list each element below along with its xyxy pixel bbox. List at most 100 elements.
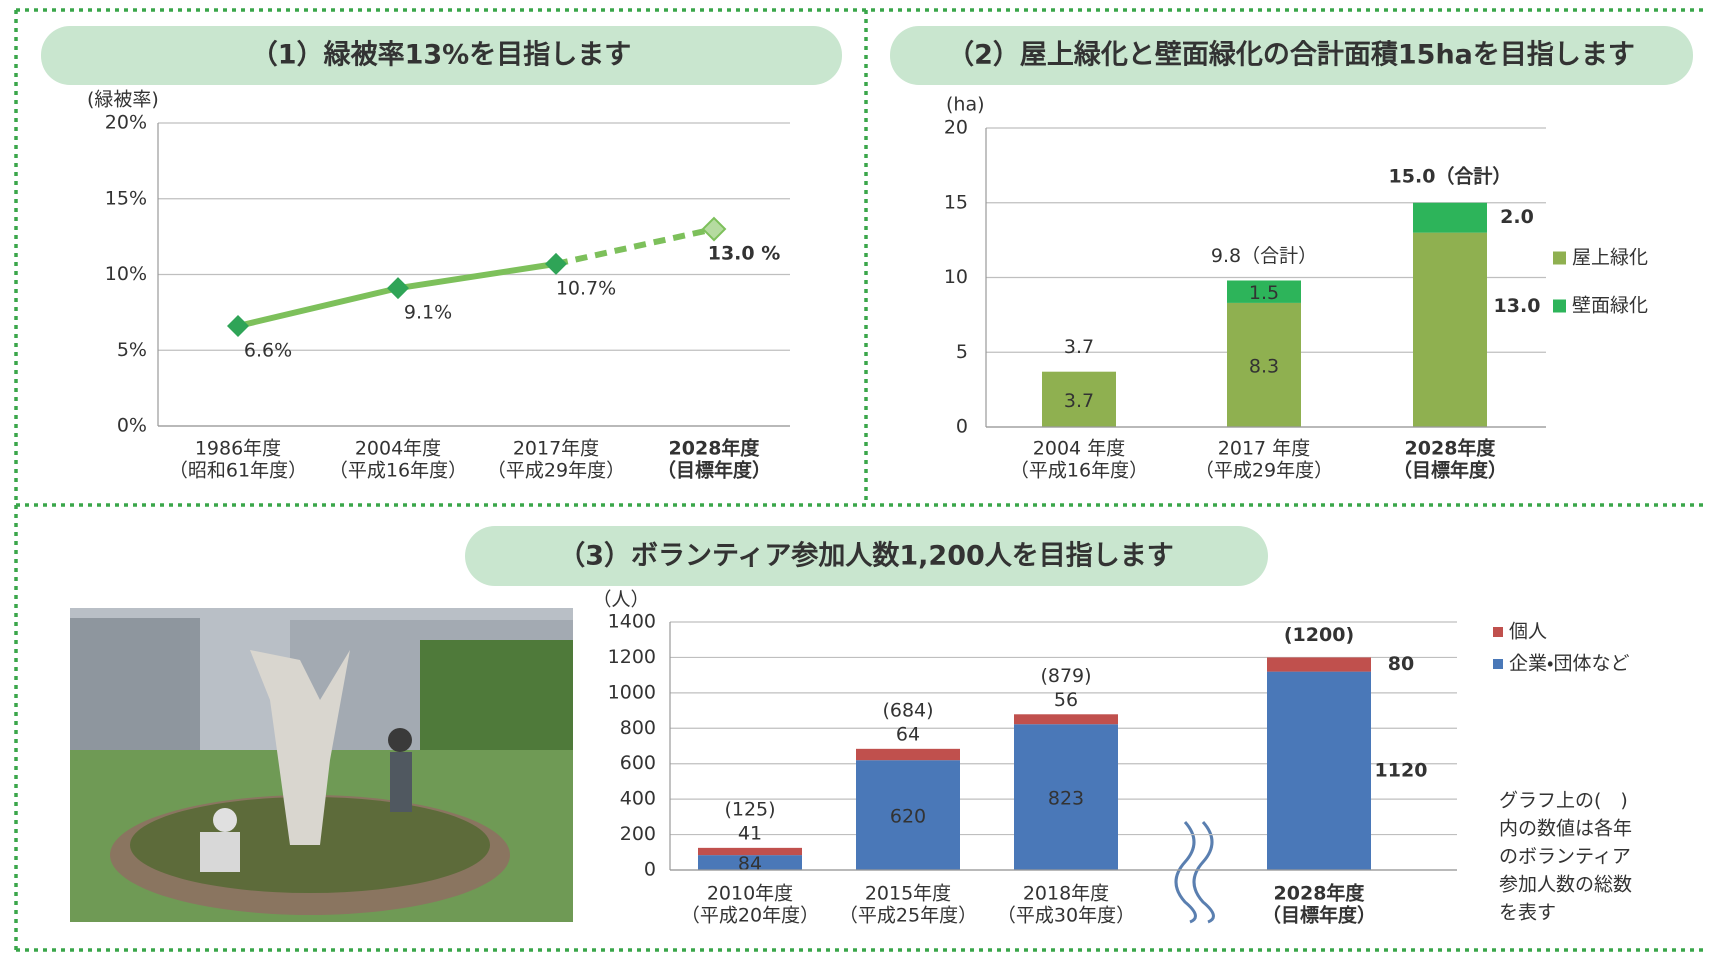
total-label: (125): [724, 798, 775, 820]
y-tick-label: 5: [956, 341, 968, 363]
note-text: 内の数値は各年: [1499, 818, 1632, 840]
data-label: 823: [1048, 788, 1084, 810]
x-tick-note: （目標年度）: [657, 459, 771, 482]
x-tick-note: （平成29年度）: [1195, 460, 1333, 482]
y-tick-label: 1000: [608, 681, 656, 703]
x-tick-label: 2004 年度: [1033, 438, 1125, 460]
data-label: 56: [1054, 689, 1078, 711]
infographic: （1）緑被率13%を目指します （2）屋上緑化と壁面緑化の合計面積15haを目指…: [0, 0, 1709, 953]
bar-segment: [1413, 203, 1487, 233]
y-tick-label: 800: [620, 717, 656, 739]
data-label: 3.7: [1064, 390, 1094, 412]
note-text: 参加人数の総数: [1499, 874, 1632, 896]
bar-segment: [1267, 657, 1371, 671]
total-label: 9.8（合計）: [1211, 245, 1317, 267]
x-tick-note: （目標年度）: [1262, 904, 1376, 927]
total-label: (879): [1040, 665, 1091, 687]
bar-segment: [1413, 233, 1487, 427]
total-label: (684): [882, 699, 933, 721]
total-label: 3.7: [1064, 336, 1094, 358]
x-tick-label: 2028年度: [669, 437, 761, 460]
data-label: 2.0: [1500, 206, 1534, 228]
data-label: 41: [738, 822, 762, 844]
note-text: を表す: [1499, 902, 1556, 924]
y-tick-label: 0%: [117, 415, 147, 437]
y-tick-label: 20: [944, 117, 968, 139]
y-tick-label: 20%: [105, 112, 147, 134]
bar-segment: [1267, 672, 1371, 870]
x-tick-note: （平成30年度）: [997, 905, 1135, 927]
data-point: [545, 253, 567, 275]
data-line: [556, 229, 714, 264]
y-axis-label: (ha): [946, 94, 985, 116]
x-tick-note: （平成16年度）: [1010, 460, 1148, 482]
y-tick-label: 10%: [105, 263, 147, 285]
legend-swatch: [1493, 627, 1503, 637]
y-tick-label: 5%: [117, 339, 147, 361]
total-label: 15.0（合計）: [1389, 164, 1512, 187]
x-tick-label: 2015年度: [865, 883, 951, 905]
y-tick-label: 1200: [608, 646, 656, 668]
photo-building: [70, 618, 200, 758]
chart-title: （1）緑被率13%を目指します: [251, 40, 631, 71]
data-point: [387, 277, 409, 299]
x-tick-note: （平成20年度）: [681, 905, 819, 927]
data-point: [703, 218, 725, 240]
chart-title: （3）ボランティア参加人数1,200人を目指します: [558, 541, 1174, 572]
data-label: 620: [890, 806, 926, 828]
axis-break: [1176, 822, 1195, 922]
bar-segment: [1014, 714, 1118, 724]
x-tick-note: （平成29年度）: [487, 460, 625, 482]
legend-swatch: [1493, 659, 1503, 669]
bar-segment: [856, 749, 960, 760]
legend-label: 企業・団体など: [1509, 653, 1629, 675]
x-tick-label: 1986年度: [195, 438, 281, 460]
x-tick-label: 2017 年度: [1218, 438, 1310, 460]
data-label: 84: [738, 853, 762, 875]
legend-label: 個人: [1509, 621, 1547, 643]
note-text: のボランティア: [1499, 846, 1631, 868]
data-label: 6.6%: [244, 340, 292, 362]
photo-person: [388, 728, 412, 752]
chart-title: （2）屋上緑化と壁面緑化の合計面積15haを目指します: [947, 40, 1635, 71]
photo-person: [213, 808, 237, 832]
y-tick-label: 15: [944, 191, 968, 213]
data-label: 80: [1388, 653, 1414, 675]
photo-person: [390, 752, 412, 812]
legend-label: 屋上緑化: [1572, 247, 1648, 269]
photo-person: [200, 832, 240, 872]
y-tick-label: 0: [644, 859, 656, 881]
data-label: 13.0: [1494, 295, 1541, 317]
y-axis-label: (緑被率): [87, 89, 159, 111]
y-tick-label: 0: [956, 416, 968, 438]
y-tick-label: 400: [620, 788, 656, 810]
legend-swatch: [1553, 252, 1566, 265]
x-tick-label: 2010年度: [707, 883, 793, 905]
x-tick-label: 2028年度: [1405, 437, 1497, 460]
data-label: 64: [896, 723, 920, 745]
x-tick-label: 2028年度: [1274, 882, 1366, 905]
photo: [70, 608, 573, 922]
note-text: グラフ上の( ): [1499, 790, 1628, 812]
x-tick-label: 2004年度: [355, 438, 441, 460]
bar-segment: [698, 848, 802, 855]
x-tick-note: （昭和61年度）: [169, 460, 307, 482]
data-label: 10.7%: [556, 277, 616, 299]
data-label: 1120: [1375, 759, 1428, 781]
y-axis-label: （人）: [592, 589, 649, 611]
photo-trees: [420, 640, 573, 750]
x-tick-label: 2017年度: [513, 438, 599, 460]
y-tick-label: 1400: [608, 611, 656, 633]
axis-break: [1194, 822, 1213, 922]
data-label: 1.5: [1249, 282, 1279, 304]
total-label: (1200): [1284, 624, 1354, 646]
y-tick-label: 600: [620, 752, 656, 774]
legend-label: 壁面緑化: [1572, 295, 1648, 317]
y-tick-label: 15%: [105, 187, 147, 209]
x-tick-label: 2018年度: [1023, 883, 1109, 905]
y-tick-label: 200: [620, 823, 656, 845]
data-label: 13.0 %: [708, 243, 781, 265]
data-label: 9.1%: [404, 302, 452, 324]
data-point: [227, 315, 249, 337]
legend-swatch: [1553, 300, 1566, 313]
